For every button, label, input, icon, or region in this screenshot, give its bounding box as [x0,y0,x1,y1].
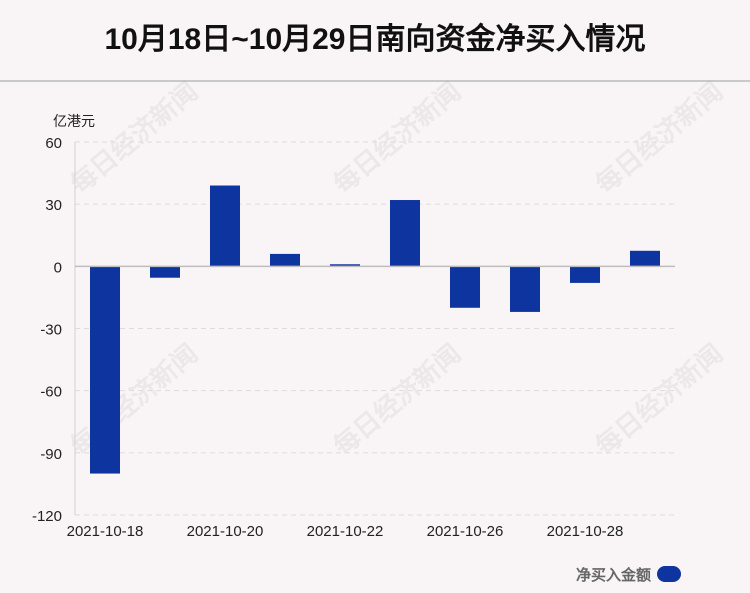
legend-label: 净买入金额 [576,566,652,584]
title-divider [0,80,750,82]
legend: 净买入金额 [576,563,682,585]
x-tick-label: 2021-10-28 [547,523,624,540]
page-title: 10月18日~10月29日南向资金净买入情况 [104,23,646,56]
bar [210,185,240,267]
y-tick-label: -30 [40,322,62,339]
bar [330,264,360,267]
y-tick-label: -120 [32,508,62,525]
bar [630,250,660,267]
bar [510,266,540,312]
bar [150,266,180,278]
bar [570,266,600,283]
x-tick-label: 2021-10-26 [427,523,504,540]
y-tick-label: 30 [45,197,62,214]
x-tick-label: 2021-10-20 [187,523,264,540]
y-tick-label: 0 [54,259,62,276]
bar [90,266,120,474]
bar [450,266,480,308]
x-tick-label: 2021-10-18 [67,523,144,540]
bar [390,200,420,267]
legend-swatch [657,566,682,582]
bar [270,253,300,267]
y-tick-label: 60 [45,135,62,152]
y-tick-label: -90 [40,446,62,463]
x-tick-label: 2021-10-22 [307,523,384,540]
y-axis-label: 亿港元 [53,113,95,129]
y-tick-label: -60 [40,384,62,401]
